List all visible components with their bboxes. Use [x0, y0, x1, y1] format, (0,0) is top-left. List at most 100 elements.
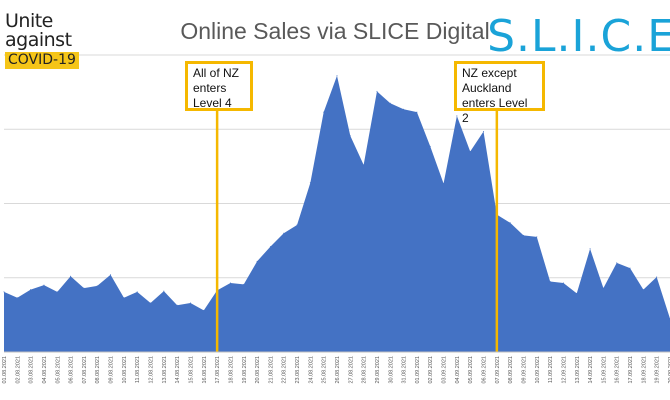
x-tick-label: 11.09.2021: [548, 356, 554, 383]
chart-title: Online Sales via SLICE Digital: [180, 18, 490, 44]
data-point: [443, 182, 445, 184]
x-tick-label: 06.09.2021: [482, 356, 488, 384]
x-tick-label: 15.09.2021: [601, 356, 607, 384]
data-point: [469, 151, 471, 153]
x-tick-label: 08.08.2021: [95, 356, 101, 384]
data-point: [403, 108, 405, 110]
data-point: [229, 282, 231, 284]
x-tick-label: 02.09.2021: [428, 356, 434, 384]
data-point: [296, 224, 298, 226]
x-axis: 01.08.2021 02.08.2021 03.08.2021 04.08.2021…: [2, 351, 670, 384]
x-tick-label: 12.09.2021: [561, 356, 567, 384]
data-point: [123, 297, 125, 299]
x-tick-label: 30.08.2021: [388, 356, 394, 384]
data-point: [656, 276, 658, 278]
data-point: [30, 289, 32, 291]
series-area: [3, 75, 670, 352]
x-tick-label: 12.08.2021: [149, 356, 155, 384]
data-point: [150, 302, 152, 304]
annotation-lines: [215, 111, 499, 352]
x-tick-label: 10.09.2021: [535, 356, 541, 384]
data-point: [110, 274, 112, 276]
unite-against-covid-logo: Unite against COVID-19: [5, 12, 85, 69]
data-point: [456, 115, 458, 117]
data-point: [3, 291, 5, 293]
x-tick-label: 05.09.2021: [468, 356, 474, 384]
x-tick-label: 07.09.2021: [495, 356, 501, 384]
x-tick-label: 01.09.2021: [415, 356, 421, 384]
x-tick-label: 18.09.2021: [641, 356, 647, 384]
data-point: [363, 164, 365, 166]
data-point: [83, 287, 85, 289]
data-point: [629, 267, 631, 269]
x-tick-label: 17.08.2021: [215, 356, 221, 384]
data-point: [389, 102, 391, 104]
x-tick-label: 02.08.2021: [15, 356, 21, 384]
x-tick-label: 20.08.2021: [255, 356, 261, 384]
annotation-level2: NZ except Auckland enters Level 2: [454, 61, 545, 125]
sales-area: [4, 75, 670, 352]
data-point: [336, 75, 338, 77]
data-point: [483, 130, 485, 132]
x-tick-label: 09.09.2021: [521, 356, 527, 384]
data-point: [163, 290, 165, 292]
data-point: [602, 287, 604, 289]
data-point: [549, 280, 551, 282]
data-point: [283, 232, 285, 234]
data-point: [309, 182, 311, 184]
x-tick-label: 23.08.2021: [295, 356, 301, 384]
data-point: [96, 285, 98, 287]
data-point: [16, 297, 18, 299]
data-point: [416, 111, 418, 113]
x-tick-label: 16.08.2021: [202, 356, 208, 384]
x-tick-label: 04.08.2021: [42, 356, 48, 384]
x-tick-label: 24.08.2021: [308, 356, 314, 384]
data-point: [176, 304, 178, 306]
x-tick-label: 17.09.2021: [628, 356, 634, 384]
logo-covid-tag: COVID-19: [5, 52, 79, 69]
x-tick-label: 03.09.2021: [442, 356, 448, 384]
x-tick-label: 08.09.2021: [508, 356, 514, 384]
x-tick-label: 19.08.2021: [242, 356, 248, 384]
x-tick-label: 14.09.2021: [588, 356, 594, 384]
data-point: [349, 135, 351, 137]
x-tick-label: 26.08.2021: [335, 356, 341, 384]
data-point: [70, 275, 72, 277]
annotation-level4: All of NZ enters Level 4: [185, 61, 253, 111]
data-point: [43, 284, 45, 286]
data-point: [376, 90, 378, 92]
x-tick-label: 18.08.2021: [228, 356, 234, 384]
x-tick-label: 14.08.2021: [175, 356, 181, 384]
data-point: [243, 283, 245, 285]
x-tick-label: 13.08.2021: [162, 356, 168, 384]
x-tick-label: 19.09.2021: [655, 356, 661, 384]
x-tick-label: 28.08.2021: [362, 356, 368, 384]
x-tick-label: 31.08.2021: [402, 356, 408, 384]
x-tick-label: 21.08.2021: [268, 356, 274, 384]
data-point: [189, 302, 191, 304]
x-tick-label: 09.08.2021: [109, 356, 115, 384]
data-point: [56, 291, 58, 293]
data-point: [429, 145, 431, 147]
x-tick-label: 29.08.2021: [375, 356, 381, 384]
data-point: [576, 292, 578, 294]
data-point: [536, 236, 538, 238]
data-point: [256, 260, 258, 262]
data-point: [562, 282, 564, 284]
data-point: [203, 309, 205, 311]
data-point: [589, 248, 591, 250]
data-point: [136, 291, 138, 293]
data-point: [616, 262, 618, 264]
logo-word-unite: Unite: [5, 10, 53, 32]
data-point: [269, 246, 271, 248]
x-tick-label: 10.08.2021: [122, 356, 128, 384]
x-tick-label: 22.08.2021: [282, 356, 288, 384]
x-tick-label: 05.08.2021: [55, 356, 61, 384]
data-point: [522, 234, 524, 236]
data-point: [323, 111, 325, 113]
x-tick-label: 27.08.2021: [348, 356, 354, 384]
x-tick-label: 20.09.2021: [668, 356, 670, 384]
x-tick-label: 04.09.2021: [455, 356, 461, 384]
x-tick-label: 07.08.2021: [82, 356, 88, 384]
